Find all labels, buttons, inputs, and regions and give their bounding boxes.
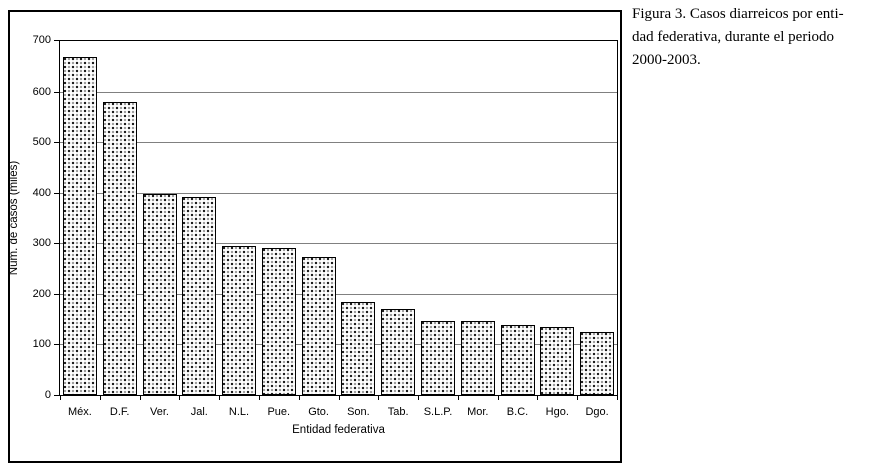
caption-line-2: dad federativa, durante el periodo xyxy=(632,29,834,45)
x-tick-label-mx: Méx. xyxy=(67,406,92,418)
y-tick-300 xyxy=(54,243,59,245)
x-axis-title: Entidad federativa xyxy=(292,424,385,436)
bar-bc xyxy=(500,324,535,395)
x-tick-label-nl: N.L. xyxy=(228,406,250,418)
y-tick-500 xyxy=(54,142,59,144)
x-tick-label-pue: Pue. xyxy=(267,406,291,418)
x-tick-label-dgo: Dgo. xyxy=(585,406,609,418)
y-tick-700 xyxy=(54,40,59,41)
x-tick-11 xyxy=(497,396,499,400)
bar-son xyxy=(341,301,376,395)
y-tick-label-200: 200 xyxy=(32,287,51,300)
gridline-400 xyxy=(60,192,617,194)
bar-dgo xyxy=(580,332,615,395)
bar-gto xyxy=(301,257,336,395)
bar-mor xyxy=(460,321,495,395)
x-tick-3 xyxy=(179,396,181,400)
y-tick-label-300: 300 xyxy=(32,237,51,250)
x-tick-9 xyxy=(418,396,420,400)
y-tick-0 xyxy=(54,395,59,396)
bar-slp xyxy=(421,320,455,395)
figure-frame: Núm. de casos (miles) 0 100 200 300 400 500 60… xyxy=(8,10,622,463)
x-tick-10 xyxy=(457,396,459,400)
x-tick-label-tab: Tab. xyxy=(387,406,409,418)
y-tick-label-100: 100 xyxy=(32,338,51,351)
x-tick-2 xyxy=(139,396,141,400)
x-tick-13 xyxy=(577,396,579,400)
x-tick-1 xyxy=(99,396,101,400)
x-tick-label-df: D.F. xyxy=(109,406,130,418)
x-tick-label-ver: Ver. xyxy=(150,406,169,418)
gridline-600 xyxy=(60,91,617,93)
y-tick-600 xyxy=(54,91,59,93)
x-tick-label-son: Son. xyxy=(347,406,370,418)
y-tick-label-600: 600 xyxy=(32,85,51,98)
x-tick-label-slp: S.L.P. xyxy=(423,406,453,418)
caption-line-1: Figura 3. Casos diarreicos por enti- xyxy=(632,6,844,22)
x-tick-7 xyxy=(338,396,340,400)
bar-hgo xyxy=(540,327,575,395)
y-tick-label-400: 400 xyxy=(32,186,51,199)
figure-caption: Figura 3. Casos diarreicos por enti- dad… xyxy=(632,3,878,72)
y-tick-200 xyxy=(54,293,59,295)
bar-nl xyxy=(222,246,256,395)
y-tick-label-500: 500 xyxy=(32,136,51,149)
x-tick-label-mor: Mor. xyxy=(467,406,489,418)
x-tick-label-bc: B.C. xyxy=(506,406,529,418)
y-tick-400 xyxy=(54,192,59,194)
x-tick-4 xyxy=(219,396,221,400)
gridline-300 xyxy=(60,243,617,245)
plot-area xyxy=(59,40,618,396)
x-tick-label-jal: Jal. xyxy=(190,406,208,418)
bar-ver xyxy=(142,194,177,395)
bar-jal xyxy=(182,197,217,395)
x-tick-label-hgo: Hgo. xyxy=(545,406,569,418)
x-tick-12 xyxy=(537,396,539,400)
bar-pue xyxy=(261,247,296,395)
gridline-200 xyxy=(60,293,617,295)
y-tick-label-0: 0 xyxy=(44,389,51,401)
x-tick-label-gto: Gto. xyxy=(308,406,329,418)
bar-mx xyxy=(62,57,97,395)
y-tick-100 xyxy=(54,344,59,346)
bar-tab xyxy=(381,309,416,395)
gridline-100 xyxy=(60,344,617,346)
y-tick-label-700: 700 xyxy=(32,34,51,46)
gridline-500 xyxy=(60,142,617,144)
y-axis-title: Núm. de casos (miles) xyxy=(8,160,20,276)
x-tick-6 xyxy=(298,396,300,400)
x-tick-5 xyxy=(258,396,260,400)
x-tick-0 xyxy=(60,396,61,400)
bar-df xyxy=(102,101,137,395)
x-tick-14 xyxy=(617,396,618,400)
caption-line-3: 2000-2003. xyxy=(632,52,701,68)
x-tick-8 xyxy=(378,396,380,400)
